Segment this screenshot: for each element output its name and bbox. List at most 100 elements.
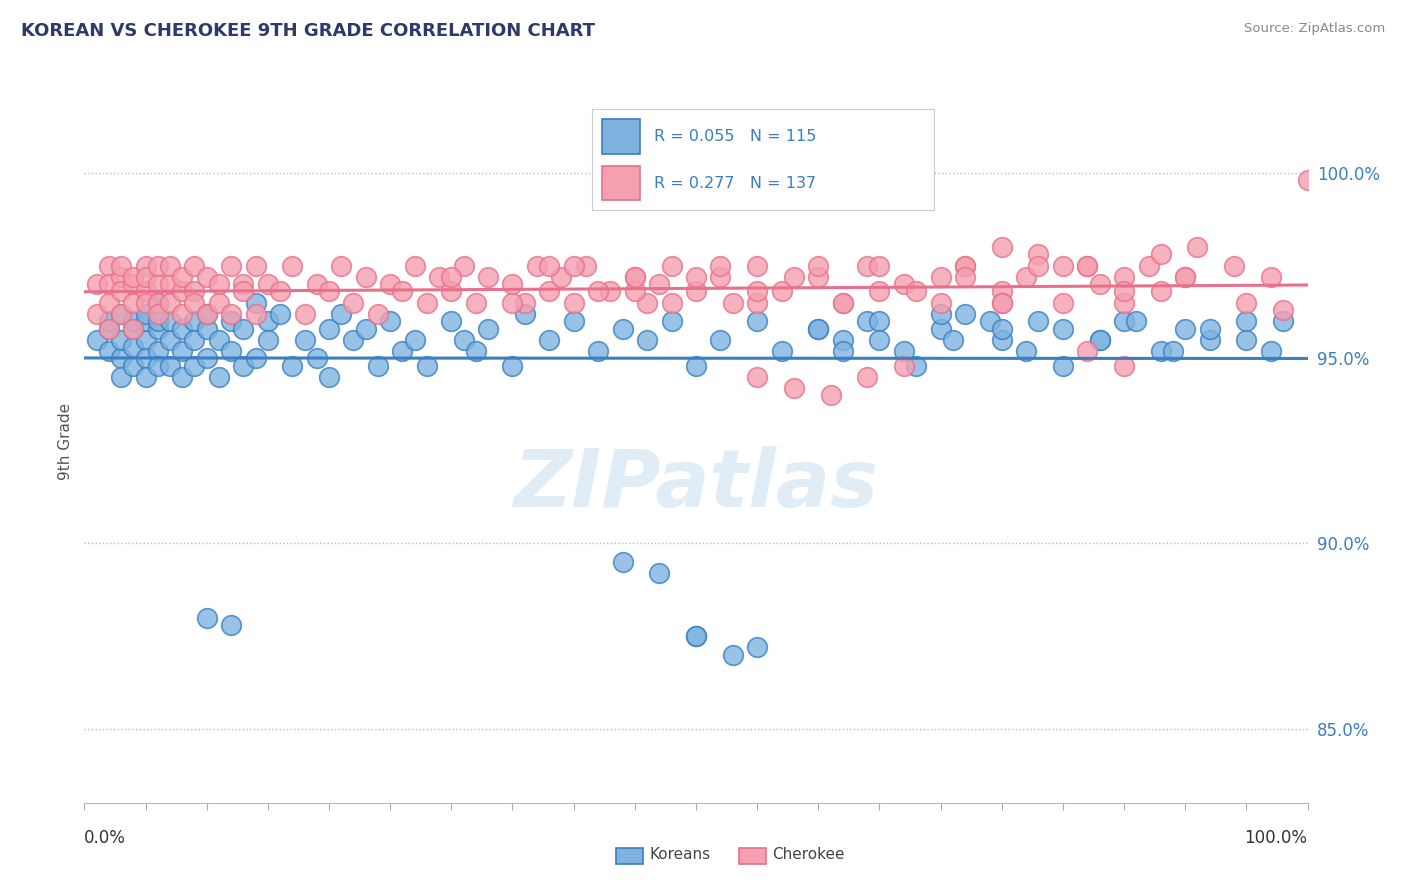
Point: [183, 285, 205, 299]
Point: [709, 269, 731, 284]
Point: [97, 314, 120, 328]
Point: [929, 295, 952, 310]
Point: [257, 277, 280, 291]
Point: [159, 295, 181, 310]
Point: [391, 343, 413, 358]
Point: [1088, 277, 1111, 291]
Point: [135, 314, 157, 328]
Point: [624, 269, 647, 284]
Point: [146, 259, 169, 273]
Point: [685, 359, 707, 373]
Point: [219, 314, 242, 328]
Point: [1125, 314, 1147, 328]
FancyBboxPatch shape: [738, 848, 766, 864]
Point: [195, 610, 218, 624]
Point: [122, 314, 145, 328]
Point: [807, 269, 830, 284]
Point: [807, 321, 830, 335]
Point: [1260, 343, 1282, 358]
Point: [929, 269, 952, 284]
Point: [404, 333, 426, 347]
Point: [135, 295, 157, 310]
Point: [318, 369, 340, 384]
Point: [929, 307, 952, 321]
Point: [183, 295, 205, 310]
Point: [135, 269, 157, 284]
Point: [354, 321, 377, 335]
Point: [893, 359, 915, 373]
Point: [135, 351, 157, 366]
Text: KOREAN VS CHEROKEE 9TH GRADE CORRELATION CHART: KOREAN VS CHEROKEE 9TH GRADE CORRELATION…: [21, 22, 595, 40]
Point: [416, 295, 439, 310]
Point: [831, 333, 853, 347]
Point: [172, 343, 194, 358]
Text: Source: ZipAtlas.com: Source: ZipAtlas.com: [1244, 22, 1385, 36]
Point: [831, 295, 853, 310]
Point: [477, 269, 499, 284]
Text: Koreans: Koreans: [650, 847, 710, 863]
Point: [219, 307, 242, 321]
Point: [1076, 259, 1098, 273]
Point: [172, 307, 194, 321]
Point: [1260, 269, 1282, 284]
Point: [86, 333, 108, 347]
Point: [513, 307, 536, 321]
Point: [991, 295, 1014, 310]
Point: [232, 359, 254, 373]
Point: [661, 295, 683, 310]
Point: [893, 277, 915, 291]
Point: [538, 333, 561, 347]
Point: [612, 321, 634, 335]
Point: [905, 359, 928, 373]
Point: [1272, 303, 1295, 318]
Point: [1174, 321, 1197, 335]
Point: [721, 295, 744, 310]
Point: [1052, 295, 1074, 310]
Point: [135, 285, 157, 299]
Point: [110, 307, 132, 321]
Point: [97, 343, 120, 358]
Point: [1198, 321, 1220, 335]
Point: [1015, 343, 1038, 358]
Point: [416, 359, 439, 373]
Point: [281, 359, 304, 373]
Point: [538, 285, 561, 299]
Point: [122, 321, 145, 335]
Point: [562, 314, 585, 328]
Point: [219, 259, 242, 273]
Point: [1161, 343, 1184, 358]
Point: [135, 307, 157, 321]
Text: ZIPatlas: ZIPatlas: [513, 446, 879, 524]
Point: [991, 285, 1014, 299]
Point: [1272, 314, 1295, 328]
Point: [856, 259, 879, 273]
Point: [427, 269, 450, 284]
Point: [747, 259, 769, 273]
Point: [869, 314, 891, 328]
Point: [685, 629, 707, 643]
Point: [97, 321, 120, 335]
Point: [1114, 314, 1136, 328]
Point: [586, 343, 609, 358]
Point: [661, 314, 683, 328]
Point: [453, 259, 475, 273]
Point: [1076, 259, 1098, 273]
Point: [172, 321, 194, 335]
Point: [464, 295, 486, 310]
Point: [122, 277, 145, 291]
Point: [612, 555, 634, 569]
Point: [709, 333, 731, 347]
Point: [159, 277, 181, 291]
Point: [122, 295, 145, 310]
Point: [550, 269, 572, 284]
Point: [440, 314, 463, 328]
Point: [110, 369, 132, 384]
Point: [856, 369, 879, 384]
Point: [135, 333, 157, 347]
Point: [831, 295, 853, 310]
Point: [856, 314, 879, 328]
Point: [502, 277, 524, 291]
Point: [991, 295, 1014, 310]
Point: [183, 314, 205, 328]
Point: [219, 618, 242, 632]
